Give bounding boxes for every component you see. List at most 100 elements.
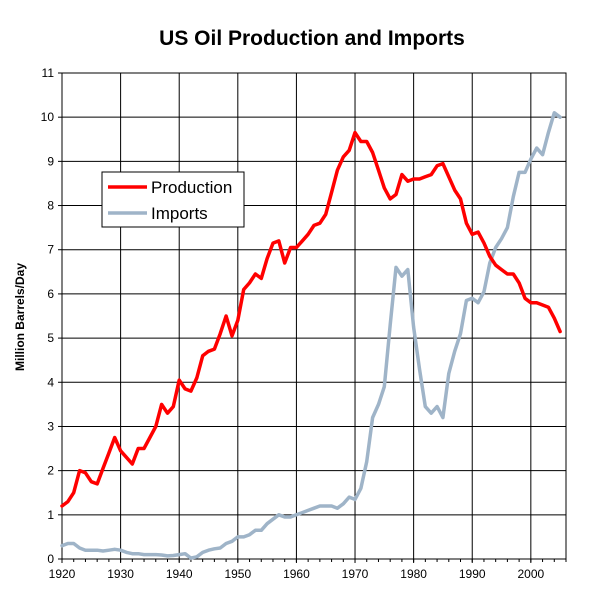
- production-data-point: [459, 198, 462, 200]
- production-data-point: [512, 273, 515, 275]
- production-data-point: [424, 175, 427, 178]
- imports-data-point: [277, 513, 280, 516]
- production-series-line: [60, 130, 562, 508]
- production-data-point: [266, 257, 269, 260]
- imports-data-point: [107, 549, 110, 552]
- production-data-point: [518, 281, 521, 284]
- imports-data-point: [78, 547, 81, 549]
- imports-data-point: [236, 536, 239, 538]
- imports-data-point: [213, 547, 216, 550]
- legend-box: [101, 171, 245, 228]
- production-data-point: [178, 379, 181, 381]
- imports-data-point: [295, 513, 298, 516]
- imports-series-line: [60, 111, 562, 560]
- imports-data-point: [506, 226, 509, 229]
- production-data-point: [483, 242, 485, 245]
- y-tick-label: 4: [47, 375, 54, 389]
- production-data-point: [225, 315, 227, 317]
- imports-data-point: [66, 542, 69, 545]
- production-data-point: [149, 436, 151, 439]
- imports-data-point: [260, 529, 263, 532]
- imports-data-point: [418, 368, 421, 370]
- imports-data-point: [96, 549, 99, 552]
- production-data-point: [201, 354, 204, 357]
- imports-data-point: [442, 416, 444, 419]
- imports-data-point: [336, 507, 339, 510]
- y-tick-label: 10: [41, 110, 55, 124]
- imports-data-point: [389, 323, 392, 326]
- legend-label-production: Production: [151, 178, 232, 197]
- imports-data-point: [231, 540, 233, 543]
- production-data-point: [301, 239, 304, 242]
- imports-data-point: [518, 171, 521, 174]
- imports-data-point: [541, 153, 544, 156]
- production-data-point: [184, 388, 186, 390]
- imports-data-point: [195, 555, 198, 558]
- imports-data-point: [453, 350, 456, 353]
- imports-data-point: [225, 542, 227, 545]
- imports-data-point: [313, 507, 315, 510]
- imports-data-point: [242, 536, 245, 538]
- production-data-point: [453, 189, 456, 191]
- production-data-point: [96, 482, 99, 485]
- imports-data-point: [72, 542, 75, 545]
- production-data-point: [113, 436, 116, 439]
- imports-data-point: [248, 533, 251, 536]
- production-data-point: [125, 456, 128, 459]
- imports-data-point: [283, 516, 286, 518]
- production-data-point: [107, 452, 110, 454]
- production-data-point: [295, 246, 298, 249]
- imports-data-point: [535, 147, 538, 150]
- imports-data-point: [272, 518, 274, 521]
- imports-data-point: [430, 412, 433, 415]
- production-data-point: [506, 273, 509, 275]
- imports-data-point: [84, 549, 87, 552]
- production-data-point: [90, 480, 93, 483]
- imports-data-point: [90, 549, 93, 552]
- production-data-point: [371, 151, 374, 154]
- production-data-point: [61, 505, 63, 507]
- production-data-point: [195, 376, 198, 379]
- production-data-point: [190, 390, 192, 393]
- production-data-point: [465, 222, 468, 225]
- imports-data-point: [500, 237, 503, 240]
- production-data-point: [254, 273, 257, 275]
- x-tick-label: 2000: [517, 567, 544, 581]
- imports-data-point: [559, 116, 562, 119]
- imports-data-point: [166, 555, 169, 557]
- imports-data-point: [154, 553, 157, 556]
- y-tick-label: 2: [47, 464, 54, 478]
- y-tick-label: 7: [47, 243, 54, 257]
- imports-data-point: [160, 554, 163, 556]
- production-data-point: [242, 288, 245, 291]
- production-data-point: [401, 173, 403, 176]
- x-tick-label: 1920: [49, 567, 76, 581]
- imports-data-point: [318, 505, 321, 507]
- production-data-point: [172, 405, 175, 408]
- imports-data-point: [184, 552, 186, 555]
- production-data-point: [154, 425, 157, 428]
- x-tick-label: 1950: [224, 567, 251, 581]
- production-data-point: [524, 297, 526, 300]
- plot-area: 0 1 2 3 4 5 6 7 8 9 10 11 1920 1930 1940 1950 1960 1970 19…: [41, 66, 567, 581]
- imports-data-point: [383, 385, 386, 388]
- production-data-point: [289, 246, 292, 249]
- imports-data-point: [119, 549, 122, 552]
- production-data-point: [137, 447, 140, 450]
- production-data-point: [430, 173, 433, 176]
- production-data-point: [207, 350, 210, 353]
- plot-background: [62, 73, 566, 559]
- production-data-point: [66, 500, 69, 503]
- imports-data-point: [178, 553, 181, 556]
- imports-data-point: [113, 548, 116, 551]
- imports-data-point: [201, 551, 204, 554]
- imports-data-point: [307, 509, 310, 512]
- imports-data-point: [377, 403, 380, 406]
- production-data-point: [365, 140, 368, 143]
- y-tick-label: 1: [47, 508, 54, 522]
- production-data-point: [307, 233, 310, 236]
- production-data-point: [529, 301, 532, 304]
- production-data-point: [236, 319, 239, 322]
- production-data-point: [412, 178, 415, 180]
